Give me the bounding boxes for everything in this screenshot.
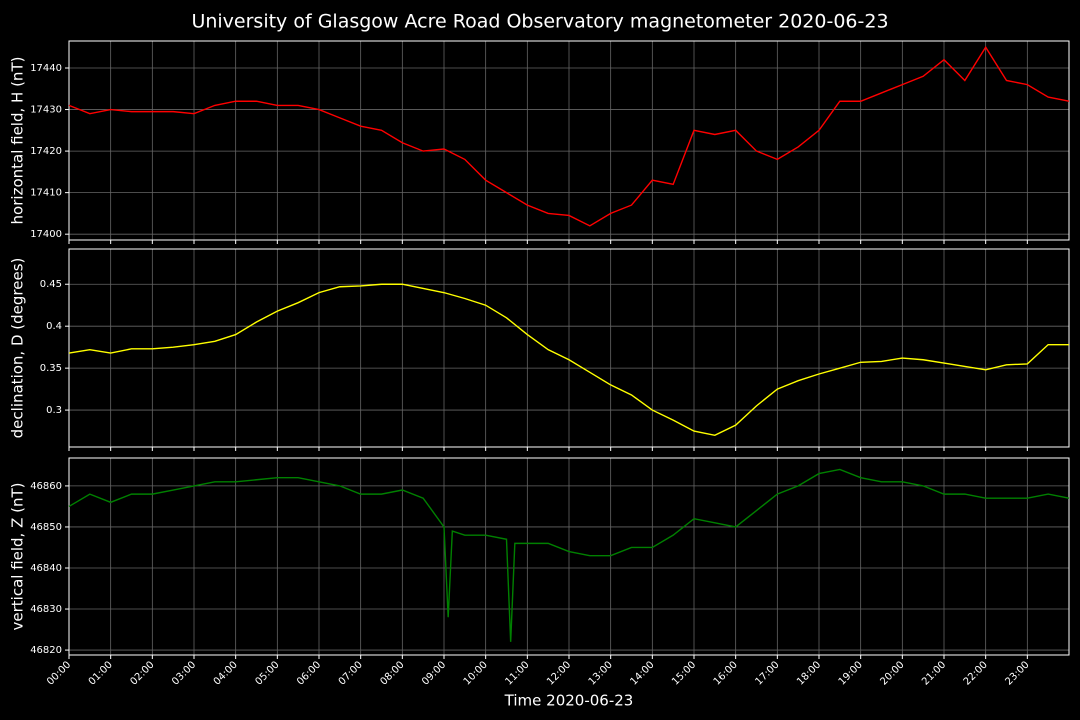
- data-line: [68, 468, 1070, 642]
- y-tick-label: 0.45: [40, 279, 62, 290]
- y-tick-label: 46830: [30, 604, 62, 615]
- data-line: [68, 45, 1070, 227]
- y-tick-label: 46860: [30, 481, 62, 492]
- y-axis-label: vertical field, Z (nT): [9, 482, 27, 630]
- y-axis-label: declination, D (degrees): [9, 258, 27, 439]
- plot-frame: [68, 457, 1070, 656]
- y-tick-label: 46820: [30, 645, 62, 656]
- y-tick-label: 17400: [30, 229, 62, 240]
- y-tick-label: 46840: [30, 563, 62, 574]
- y-axis-label: horizontal field, H (nT): [9, 57, 27, 225]
- y-tick-label: 17410: [30, 188, 62, 199]
- y-tick-label: 0.35: [40, 363, 62, 374]
- plot-frame: [68, 40, 1070, 241]
- chart-title: University of Glasgow Acre Road Observat…: [191, 11, 888, 33]
- plot-frame: [68, 248, 1070, 448]
- y-tick-label: 0.3: [46, 405, 62, 416]
- y-tick-label: 17430: [30, 105, 62, 116]
- data-line: [68, 283, 1069, 436]
- x-axis-label: Time 2020-06-23: [504, 692, 634, 710]
- y-tick-label: 17440: [30, 63, 62, 74]
- y-tick-label: 17420: [30, 146, 62, 157]
- y-tick-label: 46850: [30, 522, 62, 533]
- y-tick-label: 0.4: [46, 321, 62, 332]
